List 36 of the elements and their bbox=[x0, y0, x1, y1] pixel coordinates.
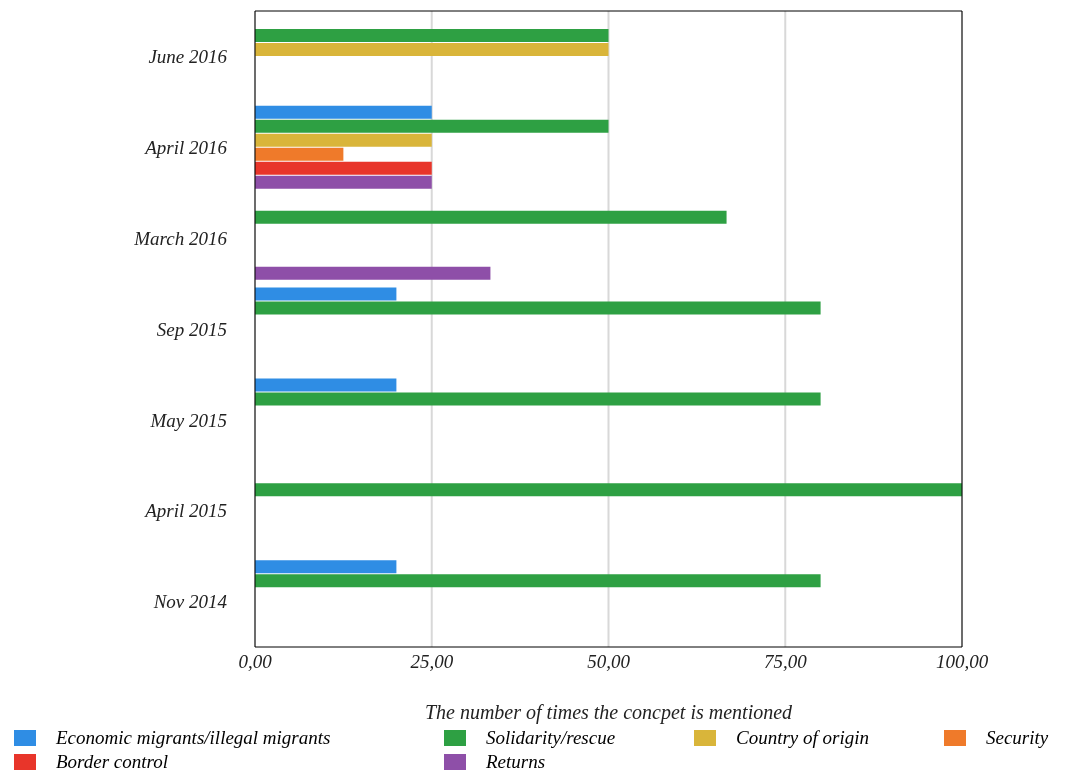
bar bbox=[255, 43, 609, 56]
legend-label: Returns bbox=[486, 751, 546, 773]
legend-label: Border control bbox=[56, 751, 169, 773]
bar bbox=[255, 266, 491, 280]
bar bbox=[255, 392, 821, 406]
bar bbox=[255, 161, 432, 175]
y-tick-label: April 2016 bbox=[143, 137, 228, 159]
y-tick-label: May 2015 bbox=[149, 409, 227, 431]
y-tick-label: March 2016 bbox=[133, 227, 228, 249]
y-tick-label: Nov 2014 bbox=[152, 591, 228, 613]
bar bbox=[255, 287, 397, 301]
bar bbox=[255, 119, 609, 133]
x-tick-label: 0,00 bbox=[238, 651, 273, 673]
x-tick-label: 25,00 bbox=[410, 651, 454, 673]
bar bbox=[255, 483, 962, 497]
bar bbox=[255, 147, 344, 161]
bar bbox=[255, 210, 727, 224]
y-tick-label: April 2015 bbox=[143, 500, 227, 522]
legend-label: Security bbox=[986, 727, 1049, 749]
bar bbox=[255, 574, 821, 588]
bar bbox=[255, 29, 609, 42]
legend-label: Country of origin bbox=[736, 727, 870, 749]
legend-label: Solidarity/rescue bbox=[486, 727, 616, 749]
bar bbox=[255, 560, 397, 574]
bar bbox=[255, 133, 432, 147]
legend-label: Economic migrants/illegal migrants bbox=[56, 727, 331, 749]
bar bbox=[255, 301, 821, 315]
x-tick-label: 50,00 bbox=[587, 651, 631, 673]
x-tick-label: 100,00 bbox=[935, 651, 989, 673]
bar bbox=[255, 105, 432, 119]
y-tick-label: June 2016 bbox=[148, 46, 228, 68]
bar bbox=[255, 378, 397, 392]
x-axis-title: The number of times the concpet is mentioned bbox=[424, 701, 794, 724]
x-tick-label: 75,00 bbox=[763, 651, 808, 673]
y-tick-label: Sep 2015 bbox=[156, 318, 227, 340]
bar bbox=[255, 175, 432, 189]
